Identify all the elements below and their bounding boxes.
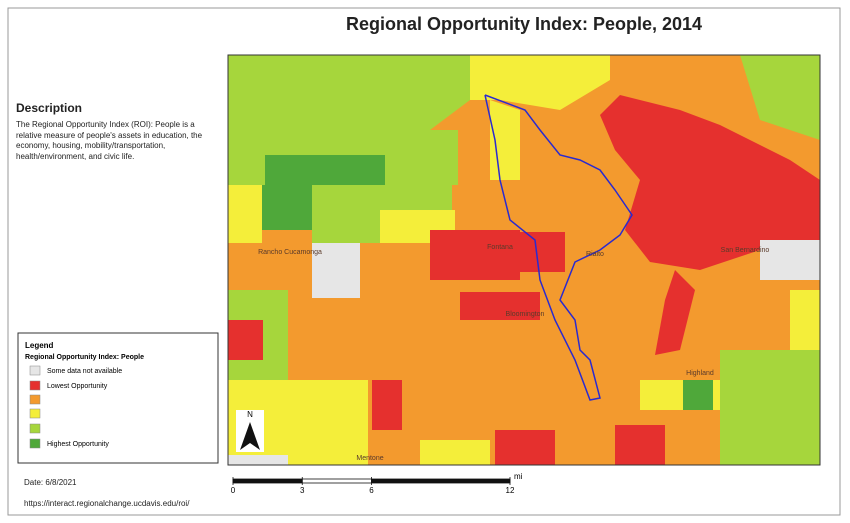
north-label: N [247,410,253,419]
legend-box: Legend Regional Opportunity Index: Peopl… [17,332,219,464]
description-heading: Description [16,101,83,115]
place-label: Fontana [487,244,513,251]
place-label: San Bernardino [721,247,770,254]
legend-heading: Legend [25,341,54,350]
scale-label: 12 [506,486,515,495]
legend-title: Regional Opportunity Index: People [25,354,144,361]
description-text: The Regional Opportunity Index (ROI): Pe… [16,120,203,161]
place-label: Mentone [356,455,383,462]
scale-segment [232,478,303,484]
legend-swatch [29,380,41,391]
legend-swatch [29,438,41,449]
place-label: Rialto [586,251,604,258]
place-label: Rancho Cucamonga [258,249,322,256]
scale-segment [301,478,372,484]
legend-swatch [29,365,41,376]
date: Date: 6/8/2021 [24,478,77,487]
legend-label: Lowest Opportunity [47,383,108,390]
map [227,54,821,466]
scale-segment [371,478,511,484]
scale-unit: mi [514,472,523,481]
legend-swatch [29,408,41,419]
scale-label: 3 [300,486,305,495]
north-arrow: N [236,410,264,452]
legend-swatch [29,394,41,405]
legend-swatch [29,423,41,434]
legend-label: Some data not available [47,368,122,375]
title: Regional Opportunity Index: People, 2014 [345,14,703,34]
scale-label: 0 [231,486,236,495]
scale-label: 6 [369,486,374,495]
legend-label: Highest Opportunity [47,441,109,448]
page-border [7,7,841,516]
place-label: Bloomington [506,311,545,318]
url: https://interact.regionalchange.ucdavis.… [24,499,190,508]
place-label: Highland [686,370,714,377]
